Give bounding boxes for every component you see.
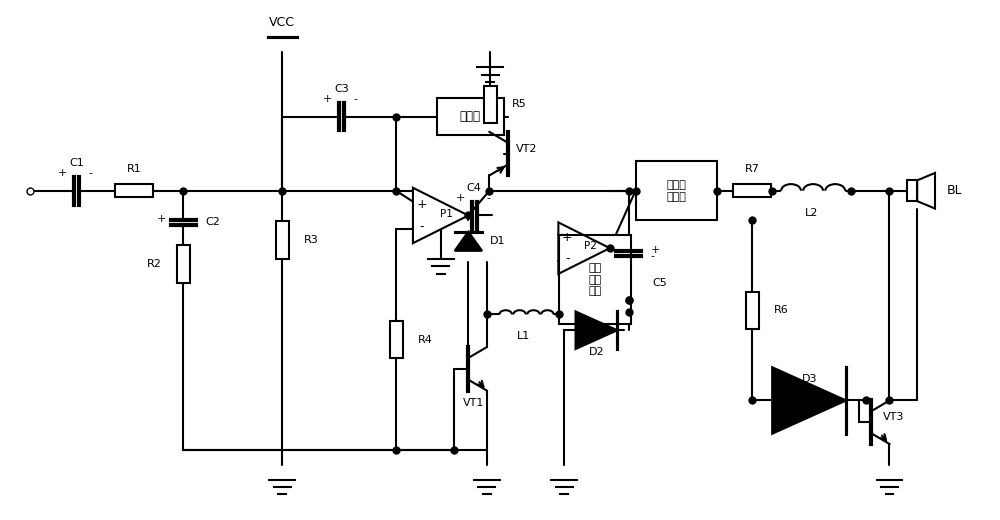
Text: D1: D1: [490, 236, 506, 246]
Text: C2: C2: [205, 217, 220, 227]
Text: VT3: VT3: [883, 412, 904, 422]
Bar: [276, 222, 289, 259]
Text: C3: C3: [334, 84, 349, 94]
Text: R1: R1: [127, 164, 141, 174]
Polygon shape: [455, 231, 482, 251]
Text: C4: C4: [467, 183, 482, 193]
Text: D3: D3: [801, 374, 817, 384]
Text: +: +: [58, 168, 67, 178]
Bar: [733, 184, 771, 197]
Bar: [746, 292, 759, 329]
Text: D2: D2: [589, 347, 604, 357]
Polygon shape: [772, 367, 846, 434]
Text: +: +: [456, 193, 465, 203]
Text: VT1: VT1: [463, 398, 484, 408]
Bar: [115, 184, 153, 197]
Text: -: -: [420, 220, 424, 233]
Text: -: -: [88, 168, 92, 178]
Text: L1: L1: [516, 331, 530, 341]
Text: 限流器: 限流器: [460, 110, 481, 123]
Text: P1: P1: [440, 209, 453, 218]
Text: BL: BL: [947, 184, 962, 197]
Bar: [559, 235, 631, 324]
Text: R2: R2: [147, 259, 162, 269]
Bar: [636, 161, 717, 220]
Text: R3: R3: [304, 235, 319, 245]
Text: VCC: VCC: [269, 16, 295, 29]
Bar: [437, 98, 504, 135]
Text: +: +: [562, 231, 573, 244]
Text: -: -: [650, 251, 654, 261]
Bar: [907, 180, 917, 201]
Text: -: -: [354, 94, 358, 104]
Text: +: +: [323, 94, 333, 104]
Text: VT2: VT2: [516, 144, 537, 154]
Bar: [390, 321, 403, 358]
Text: -: -: [486, 193, 490, 203]
Text: R5: R5: [512, 99, 527, 109]
Text: 频率补
偿电路: 频率补 偿电路: [666, 180, 686, 202]
Bar: [484, 86, 497, 123]
Text: 波纹
抑制
电路: 波纹 抑制 电路: [588, 263, 602, 296]
Text: L2: L2: [805, 207, 818, 217]
Text: R7: R7: [745, 164, 760, 174]
Text: -: -: [565, 253, 570, 266]
Text: +: +: [417, 198, 427, 211]
Text: C5: C5: [652, 278, 667, 288]
Text: R4: R4: [418, 335, 433, 345]
Text: +: +: [157, 214, 166, 225]
Text: R6: R6: [774, 305, 789, 316]
Polygon shape: [576, 311, 617, 349]
Text: P2: P2: [584, 241, 596, 251]
Text: +: +: [650, 245, 660, 255]
Text: C1: C1: [69, 158, 84, 168]
Bar: [177, 245, 190, 283]
